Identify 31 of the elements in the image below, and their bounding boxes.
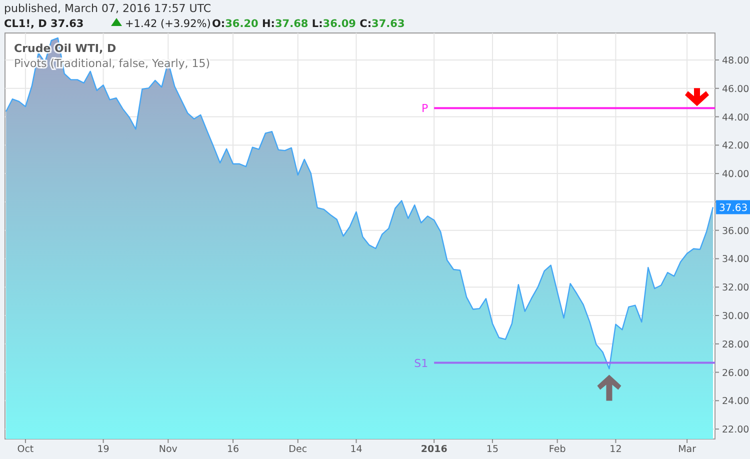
y-tick-label: 42.00 [722, 140, 750, 152]
text: CL1!, D 37.63 [4, 18, 84, 30]
text: O:36.20 H:37.68 L:36.09 C:37.63 [212, 18, 405, 30]
x-tick-label: 2016 [420, 444, 448, 455]
y-tick-label: 44.00 [722, 112, 750, 124]
x-tick-label: Nov [158, 444, 178, 455]
y-tick-label: 46.00 [722, 84, 750, 95]
ref-line-label: S1 [414, 356, 428, 370]
y-tick-label: 30.00 [722, 310, 750, 322]
text: +1.42 (+3.92%) [125, 18, 211, 30]
x-tick-label: 19 [97, 444, 110, 455]
y-tick-label: 34.00 [722, 254, 750, 266]
x-tick-label: 12 [610, 444, 622, 455]
y-tick-label: 36.00 [722, 226, 750, 237]
x-tick-label: 15 [486, 444, 499, 455]
x-tick-label: 14 [350, 444, 362, 455]
y-tick-label: 32.00 [722, 282, 750, 294]
x-tick-label: Feb [548, 444, 566, 455]
ref-line-label: P [421, 102, 428, 116]
data-label: 37.63 [719, 203, 748, 214]
y-tick-label: 40.00 [722, 169, 750, 180]
y-tick-label: 26.00 [722, 368, 750, 379]
x-tick-label: Oct [17, 444, 34, 455]
x-tick-label: Mar [678, 444, 696, 455]
x-tick-label: Dec [288, 444, 308, 455]
x-tick-label: 16 [226, 444, 240, 455]
y-tick-label: 48.00 [722, 55, 750, 66]
y-tick-label: 22.00 [722, 424, 750, 436]
text: published, March 07, 2016 17:57 UTC [4, 2, 212, 15]
y-tick-label: 24.00 [722, 396, 750, 408]
y-tick-label: 28.00 [722, 339, 750, 350]
